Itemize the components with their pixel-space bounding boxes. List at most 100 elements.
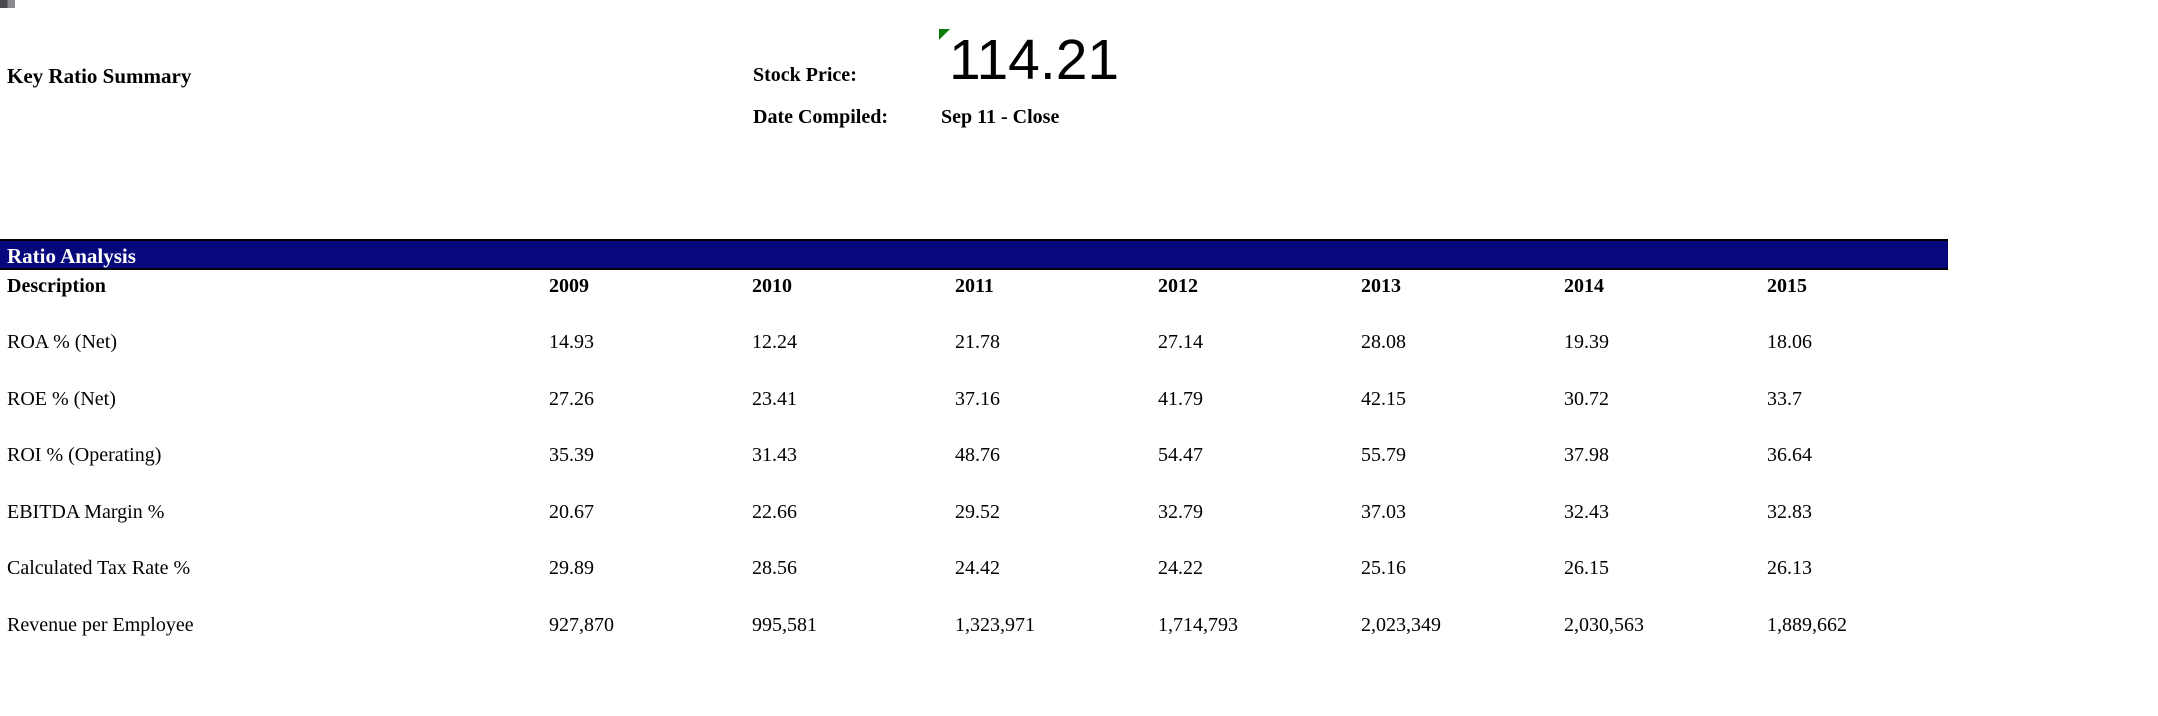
cell-text: 2,023,349 bbox=[1361, 613, 1441, 636]
value-cell[interactable]: 31.43 bbox=[740, 443, 943, 500]
cell-text: 26.15 bbox=[1564, 557, 1609, 580]
year-header-cell[interactable]: 2011 bbox=[943, 274, 1146, 330]
value-cell[interactable]: 18.06 bbox=[1755, 330, 1958, 387]
year-header-cell[interactable]: 2015 bbox=[1755, 274, 1958, 330]
value-cell[interactable]: 12.24 bbox=[740, 330, 943, 387]
value-cell[interactable]: 29.52 bbox=[943, 500, 1146, 557]
row-label-cell[interactable]: Revenue per Employee bbox=[0, 613, 537, 670]
value-cell[interactable]: 22.66 bbox=[740, 500, 943, 557]
value-cell[interactable]: 2,030,563 bbox=[1552, 613, 1755, 670]
cell-text: 37.03 bbox=[1361, 500, 1406, 523]
cell-text: 48.76 bbox=[955, 444, 1000, 467]
value-cell[interactable]: 23.41 bbox=[740, 387, 943, 444]
value-cell[interactable]: 32.79 bbox=[1146, 500, 1349, 557]
cell-text: 22.66 bbox=[752, 500, 797, 523]
cell-text: 2015 bbox=[1767, 275, 1807, 297]
cell-text: 24.22 bbox=[1158, 557, 1203, 580]
value-cell[interactable]: 29.89 bbox=[537, 556, 740, 613]
value-cell[interactable]: 14.93 bbox=[537, 330, 740, 387]
cell-text: 2013 bbox=[1361, 275, 1401, 297]
cell-text: 32.79 bbox=[1158, 500, 1203, 523]
value-cell[interactable]: 55.79 bbox=[1349, 443, 1552, 500]
cell-text: 30.72 bbox=[1564, 387, 1609, 410]
value-cell[interactable]: 30.72 bbox=[1552, 387, 1755, 444]
value-cell[interactable]: 19.39 bbox=[1552, 330, 1755, 387]
value-cell[interactable]: 32.83 bbox=[1755, 500, 1958, 557]
row-label-cell[interactable]: ROE % (Net) bbox=[0, 387, 537, 444]
year-header-cell[interactable]: 2014 bbox=[1552, 274, 1755, 330]
value-cell[interactable]: 36.64 bbox=[1755, 443, 1958, 500]
stock-price-cell[interactable]: 114.21 bbox=[939, 29, 1119, 91]
value-cell[interactable]: 2,023,349 bbox=[1349, 613, 1552, 670]
year-header-cell[interactable]: 2009 bbox=[537, 274, 740, 330]
value-cell[interactable]: 1,889,662 bbox=[1755, 613, 1958, 670]
cell-text: 29.89 bbox=[549, 557, 594, 580]
cell-text: 36.64 bbox=[1767, 444, 1812, 467]
value-cell[interactable]: 28.56 bbox=[740, 556, 943, 613]
value-cell[interactable]: 42.15 bbox=[1349, 387, 1552, 444]
green-corner-marker-icon bbox=[939, 29, 950, 40]
cell-text: 1,889,662 bbox=[1767, 613, 1847, 636]
cell-text: 18.06 bbox=[1767, 331, 1812, 353]
cell-text: 26.13 bbox=[1767, 557, 1812, 580]
cell-text: 37.16 bbox=[955, 387, 1000, 410]
cell-text: 54.47 bbox=[1158, 444, 1203, 467]
cell-text: 21.78 bbox=[955, 331, 1000, 353]
value-cell[interactable]: 21.78 bbox=[943, 330, 1146, 387]
cell-text: 37.98 bbox=[1564, 444, 1609, 467]
row-label-cell[interactable]: ROA % (Net) bbox=[0, 330, 537, 387]
year-header-cell[interactable]: 2010 bbox=[740, 274, 943, 330]
value-cell[interactable]: 26.15 bbox=[1552, 556, 1755, 613]
value-cell[interactable]: 20.67 bbox=[537, 500, 740, 557]
value-cell[interactable]: 24.22 bbox=[1146, 556, 1349, 613]
value-cell[interactable]: 33.7 bbox=[1755, 387, 1958, 444]
cell-text: 1,714,793 bbox=[1158, 613, 1238, 636]
cell-text: 20.67 bbox=[549, 500, 594, 523]
cell-text: 12.24 bbox=[752, 331, 797, 353]
column-header-description[interactable]: Description bbox=[7, 275, 106, 297]
value-cell[interactable]: 1,323,971 bbox=[943, 613, 1146, 670]
value-cell[interactable]: 927,870 bbox=[537, 613, 740, 670]
cell-text: 33.7 bbox=[1767, 387, 1802, 410]
cell-text: 2009 bbox=[549, 275, 589, 297]
year-header-cell[interactable]: 2013 bbox=[1349, 274, 1552, 330]
cell-text: 42.15 bbox=[1361, 387, 1406, 410]
row-label-cell[interactable]: EBITDA Margin % bbox=[0, 500, 537, 557]
date-compiled-value[interactable]: Sep 11 - Close bbox=[941, 106, 1060, 128]
cell-text: Revenue per Employee bbox=[7, 613, 194, 636]
value-cell[interactable]: 48.76 bbox=[943, 443, 1146, 500]
stock-price-label: Stock Price: bbox=[753, 64, 857, 86]
cell-text: 2014 bbox=[1564, 275, 1604, 297]
cell-text: 2011 bbox=[955, 275, 994, 297]
value-cell[interactable]: 37.16 bbox=[943, 387, 1146, 444]
value-cell[interactable]: 25.16 bbox=[1349, 556, 1552, 613]
value-cell[interactable]: 27.26 bbox=[537, 387, 740, 444]
ratio-analysis-section-title: Ratio Analysis bbox=[7, 244, 136, 268]
cell-text: 24.42 bbox=[955, 557, 1000, 580]
ratio-analysis-section-bar: Ratio Analysis bbox=[0, 239, 1948, 270]
cell-text: 28.56 bbox=[752, 557, 797, 580]
cell-text: 2012 bbox=[1158, 275, 1198, 297]
stock-price-value: 114.21 bbox=[949, 28, 1120, 92]
value-cell[interactable]: 1,714,793 bbox=[1146, 613, 1349, 670]
value-cell[interactable]: 37.03 bbox=[1349, 500, 1552, 557]
value-cell[interactable]: 54.47 bbox=[1146, 443, 1349, 500]
value-cell[interactable]: 26.13 bbox=[1755, 556, 1958, 613]
value-cell[interactable]: 37.98 bbox=[1552, 443, 1755, 500]
value-cell[interactable]: 41.79 bbox=[1146, 387, 1349, 444]
value-cell[interactable]: 27.14 bbox=[1146, 330, 1349, 387]
value-cell[interactable]: 995,581 bbox=[740, 613, 943, 670]
value-cell[interactable]: 28.08 bbox=[1349, 330, 1552, 387]
cell-text: 2010 bbox=[752, 275, 792, 297]
value-cell[interactable]: 24.42 bbox=[943, 556, 1146, 613]
scroll-corner-artifact bbox=[0, 0, 15, 8]
row-label-cell[interactable]: ROI % (Operating) bbox=[0, 443, 537, 500]
value-cell[interactable]: 35.39 bbox=[537, 443, 740, 500]
year-header-cell[interactable]: 2012 bbox=[1146, 274, 1349, 330]
cell-text: 927,870 bbox=[549, 613, 614, 636]
row-label-cell[interactable]: Calculated Tax Rate % bbox=[0, 556, 537, 613]
value-cell[interactable]: 32.43 bbox=[1552, 500, 1755, 557]
cell-text: 25.16 bbox=[1361, 557, 1406, 580]
cell-text: 35.39 bbox=[549, 444, 594, 467]
cell-text: 28.08 bbox=[1361, 331, 1406, 353]
